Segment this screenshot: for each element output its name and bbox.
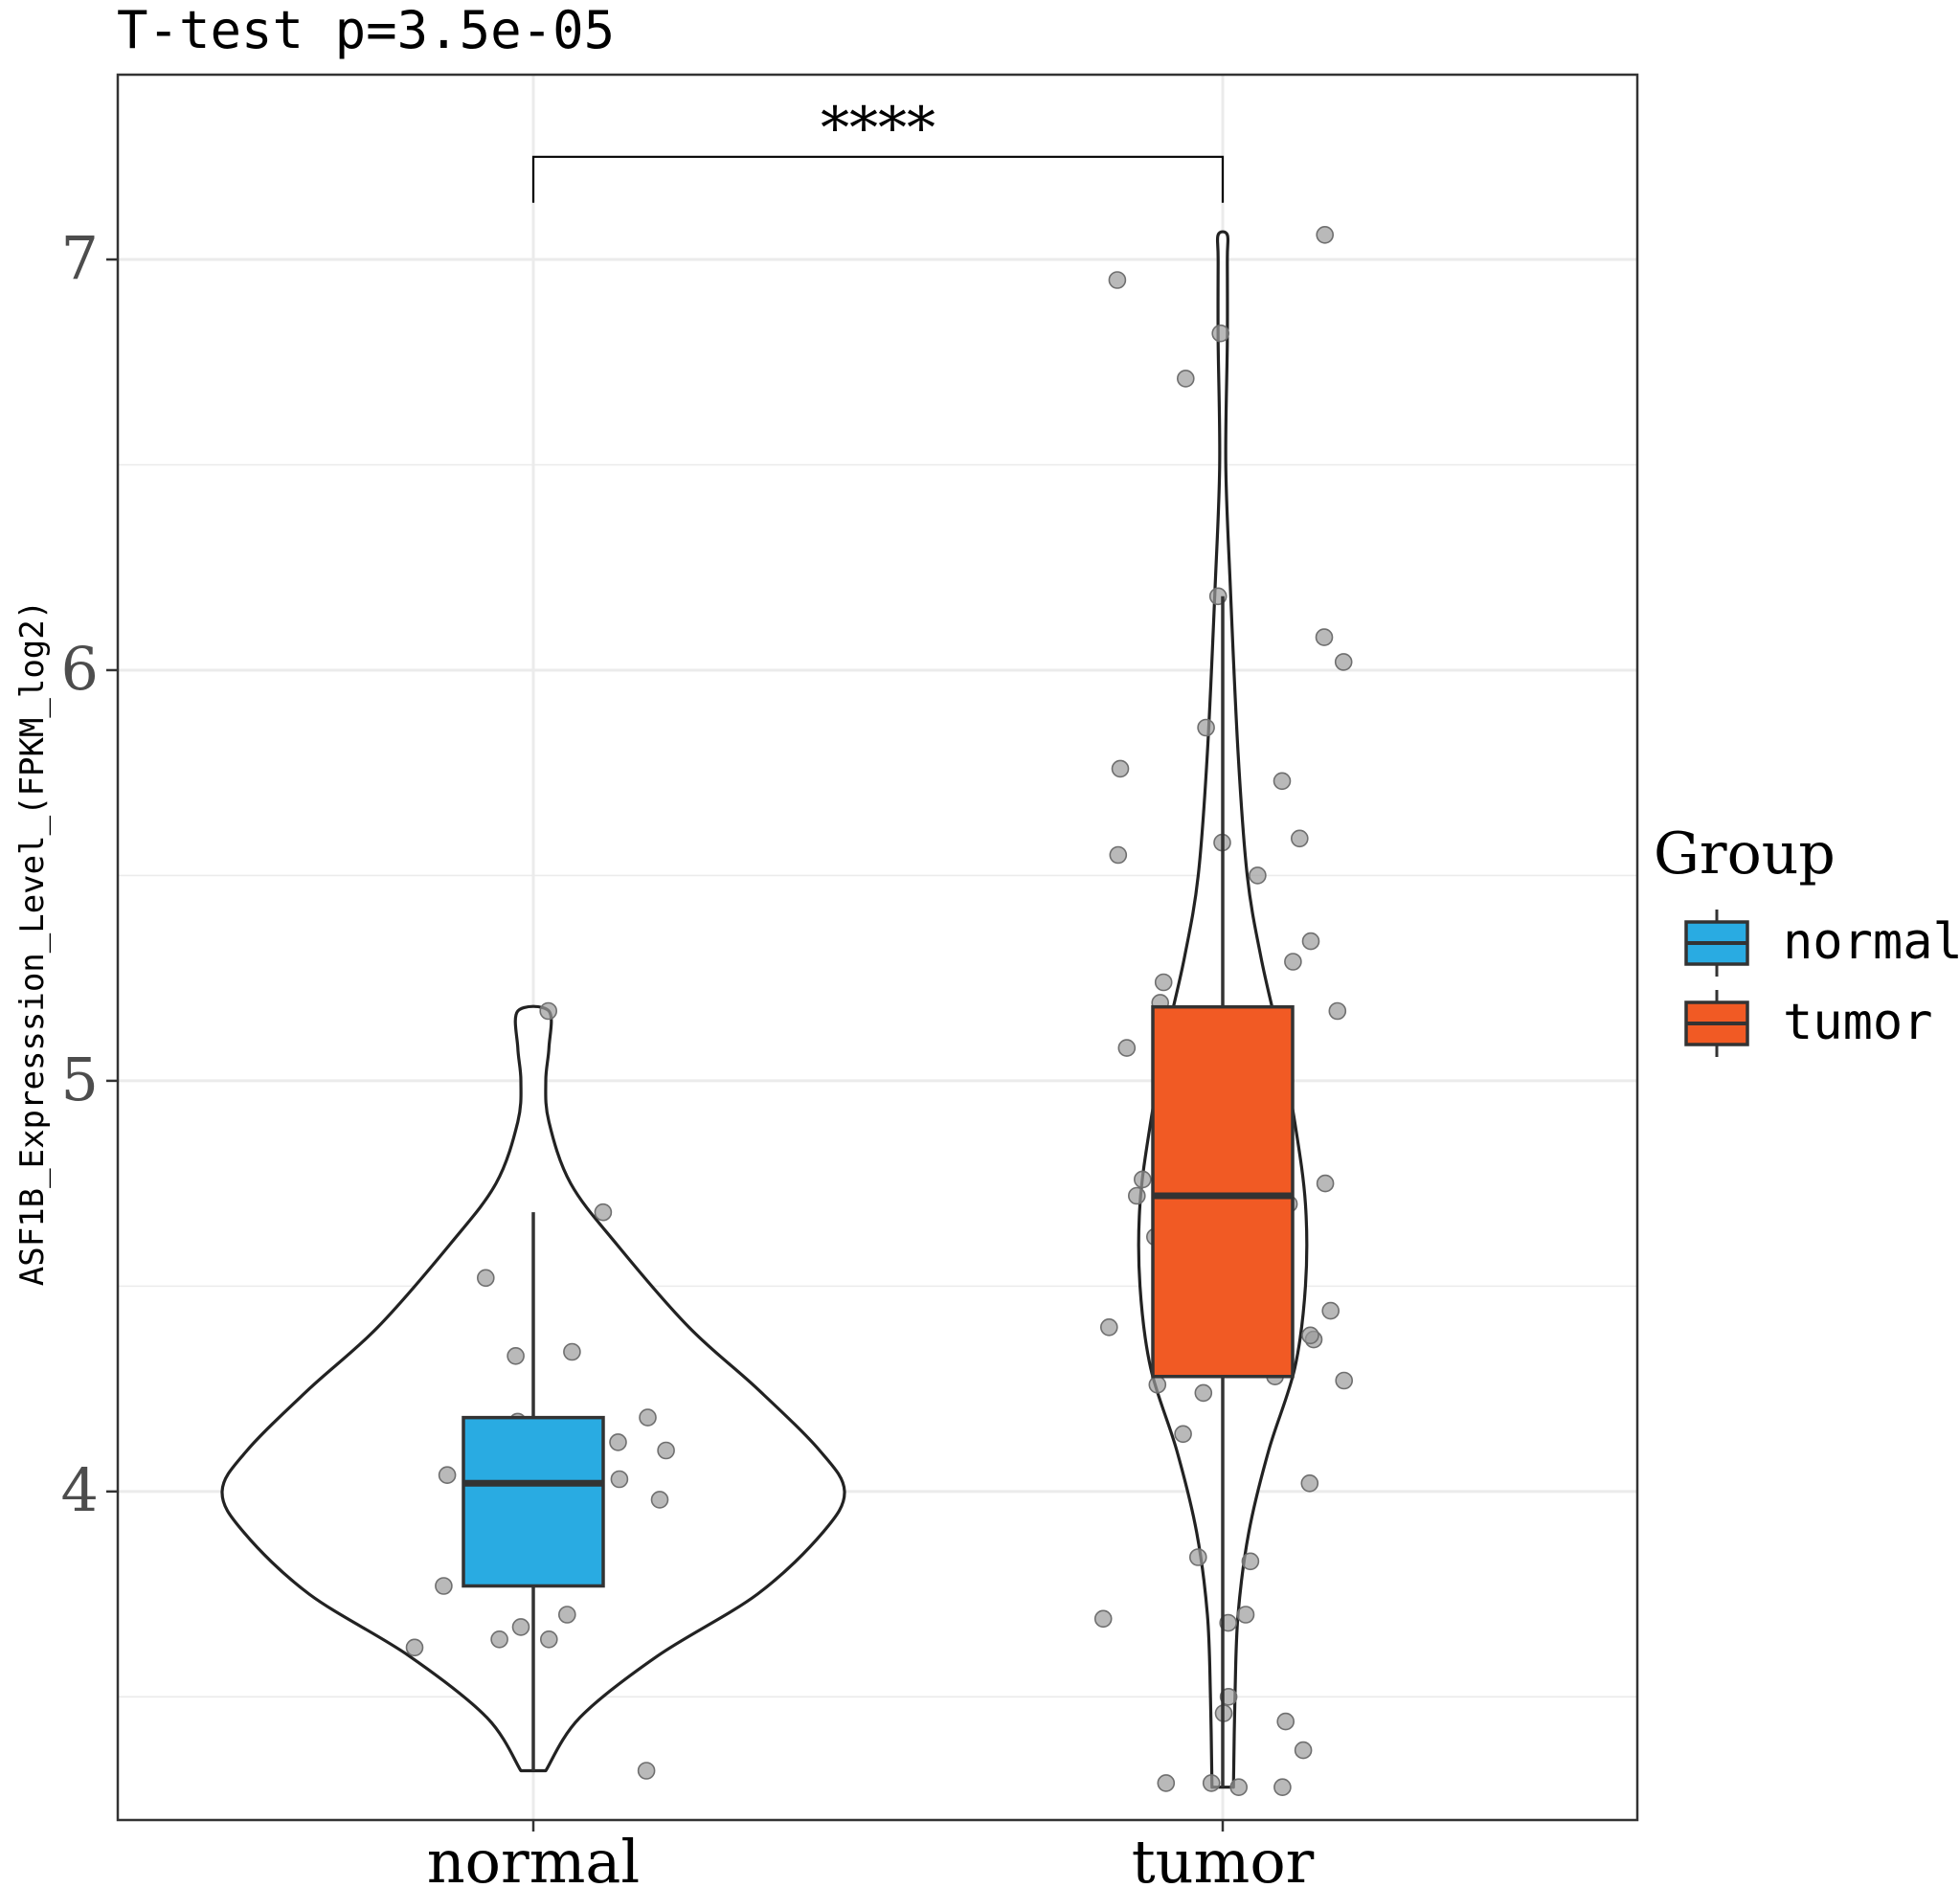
data-point-normal xyxy=(539,1001,558,1021)
data-point-tumor xyxy=(1249,866,1267,885)
significance-bracket: **** xyxy=(531,95,1225,203)
data-point-normal xyxy=(563,1342,581,1361)
data-point-normal xyxy=(405,1638,424,1657)
data-point-tumor xyxy=(1111,759,1130,778)
legend-label: tumor xyxy=(1783,994,1933,1051)
data-point-normal xyxy=(438,1466,457,1484)
data-point-tumor xyxy=(1117,1039,1137,1057)
data-point-tumor xyxy=(1276,1712,1295,1731)
data-point-tumor xyxy=(1315,628,1334,646)
legend: Group normal tumor xyxy=(1654,820,1960,1057)
data-point-tumor xyxy=(1154,973,1173,992)
data-point-tumor xyxy=(1177,370,1195,388)
data-point-tumor xyxy=(1197,718,1215,737)
data-point-normal xyxy=(490,1630,508,1649)
data-point-tumor xyxy=(1316,226,1334,244)
data-point-tumor xyxy=(1291,829,1309,848)
data-point-tumor xyxy=(1229,1778,1248,1796)
boxplots xyxy=(462,596,1295,1787)
data-point-tumor xyxy=(1174,1425,1192,1444)
data-point-tumor xyxy=(1194,1383,1213,1403)
data-point-tumor xyxy=(1236,1606,1255,1624)
data-point-tumor xyxy=(1294,1741,1313,1760)
data-point-tumor xyxy=(1334,653,1353,671)
box-normal xyxy=(462,1415,605,1588)
data-point-tumor xyxy=(1093,1609,1113,1629)
data-point-normal xyxy=(476,1269,495,1288)
data-point-tumor xyxy=(1134,1170,1152,1189)
legend-label: normal xyxy=(1783,913,1960,971)
x-axis: normal tumor xyxy=(427,1820,1315,1888)
data-point-normal xyxy=(594,1202,613,1222)
significance-label: **** xyxy=(821,95,935,162)
data-point-tumor xyxy=(1273,772,1292,791)
y-tick-label: 6 xyxy=(61,634,99,704)
y-tick-label: 5 xyxy=(61,1045,99,1114)
data-point-tumor xyxy=(1189,1548,1207,1566)
data-point-tumor xyxy=(1108,271,1127,289)
data-point-tumor xyxy=(1148,1376,1167,1394)
data-point-tumor xyxy=(1241,1552,1260,1571)
legend-title: Group xyxy=(1654,820,1836,888)
plot-border xyxy=(116,73,1639,1822)
data-point-tumor xyxy=(1157,1774,1176,1792)
y-tick-label: 4 xyxy=(61,1455,99,1525)
significance-bracket-line xyxy=(531,155,1225,203)
data-point-normal xyxy=(637,1762,656,1780)
data-point-tumor xyxy=(1202,1774,1221,1792)
data-point-normal xyxy=(650,1491,669,1509)
data-point-tumor xyxy=(1100,1318,1118,1337)
data-point-tumor xyxy=(1328,1001,1347,1021)
data-point-tumor xyxy=(1273,1778,1292,1796)
data-point-normal xyxy=(610,1470,629,1489)
box-tumor xyxy=(1151,1004,1295,1379)
data-point-normal xyxy=(539,1630,558,1649)
data-point-normal xyxy=(609,1433,627,1451)
data-point-tumor xyxy=(1219,1688,1238,1706)
data-point-tumor xyxy=(1321,1301,1340,1320)
data-point-tumor xyxy=(1109,845,1128,865)
data-point-tumor xyxy=(1301,1326,1319,1345)
y-axis-label: ASF1B_Expresssion_Level_(FPKM_log2) xyxy=(13,600,52,1286)
data-point-tumor xyxy=(1284,953,1302,971)
data-point-normal xyxy=(639,1408,657,1427)
data-point-tumor xyxy=(1300,1474,1319,1493)
data-point-normal xyxy=(557,1606,576,1624)
chart-title: T-test p=3.5e-05 xyxy=(117,0,615,60)
x-tick-label: normal xyxy=(427,1827,640,1888)
y-tick-label: 7 xyxy=(61,223,99,293)
data-point-normal xyxy=(511,1618,530,1636)
y-axis: 4 5 6 7 xyxy=(61,223,118,1525)
data-point-tumor xyxy=(1301,932,1320,951)
data-point-tumor xyxy=(1316,1174,1335,1193)
data-point-normal xyxy=(657,1441,675,1460)
x-tick-label: tumor xyxy=(1132,1827,1315,1888)
data-point-tumor xyxy=(1335,1371,1353,1390)
data-point-normal xyxy=(507,1347,525,1365)
data-point-tumor xyxy=(1128,1186,1146,1205)
data-point-tumor xyxy=(1211,324,1229,343)
data-point-normal xyxy=(435,1577,453,1595)
